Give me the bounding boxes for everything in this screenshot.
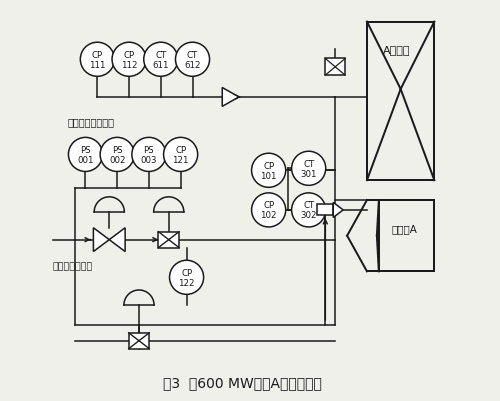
Text: CP
101: CP 101 xyxy=(260,161,277,180)
Text: CT
301: CT 301 xyxy=(300,159,317,178)
Text: A低压缸: A低压缸 xyxy=(383,45,410,55)
Text: PS
003: PS 003 xyxy=(140,146,157,164)
Text: CP
111: CP 111 xyxy=(89,51,106,70)
Bar xyxy=(318,205,334,216)
Polygon shape xyxy=(334,203,343,218)
Circle shape xyxy=(80,43,114,77)
Bar xyxy=(128,333,150,349)
Polygon shape xyxy=(110,228,125,252)
Circle shape xyxy=(112,43,146,77)
Bar xyxy=(326,59,345,76)
Polygon shape xyxy=(94,228,110,252)
Circle shape xyxy=(68,138,102,172)
Circle shape xyxy=(132,138,166,172)
Text: 图3  某600 MW机组A侧低旁系统: 图3 某600 MW机组A侧低旁系统 xyxy=(162,375,322,389)
Text: CP
122: CP 122 xyxy=(178,268,195,287)
Circle shape xyxy=(292,152,326,186)
Circle shape xyxy=(176,43,210,77)
Text: 凝汽器A: 凝汽器A xyxy=(392,223,417,233)
Text: CP
121: CP 121 xyxy=(172,146,189,164)
Circle shape xyxy=(144,43,178,77)
Text: CT
302: CT 302 xyxy=(300,201,317,220)
Bar xyxy=(158,232,179,248)
Text: CP
102: CP 102 xyxy=(260,201,277,220)
Text: 来自再热蒸汽热段: 来自再热蒸汽热段 xyxy=(68,116,114,126)
Circle shape xyxy=(252,154,286,188)
Text: CP
112: CP 112 xyxy=(121,51,138,70)
Text: 来自凝结水母管: 来自凝结水母管 xyxy=(53,261,93,270)
Circle shape xyxy=(100,138,134,172)
Circle shape xyxy=(164,138,198,172)
Circle shape xyxy=(252,193,286,227)
Text: CT
611: CT 611 xyxy=(152,51,169,70)
Text: PS
002: PS 002 xyxy=(109,146,126,164)
Polygon shape xyxy=(222,88,239,107)
Circle shape xyxy=(170,261,203,295)
Circle shape xyxy=(292,193,326,227)
Text: CT
612: CT 612 xyxy=(184,51,201,70)
Text: PS
001: PS 001 xyxy=(77,146,94,164)
